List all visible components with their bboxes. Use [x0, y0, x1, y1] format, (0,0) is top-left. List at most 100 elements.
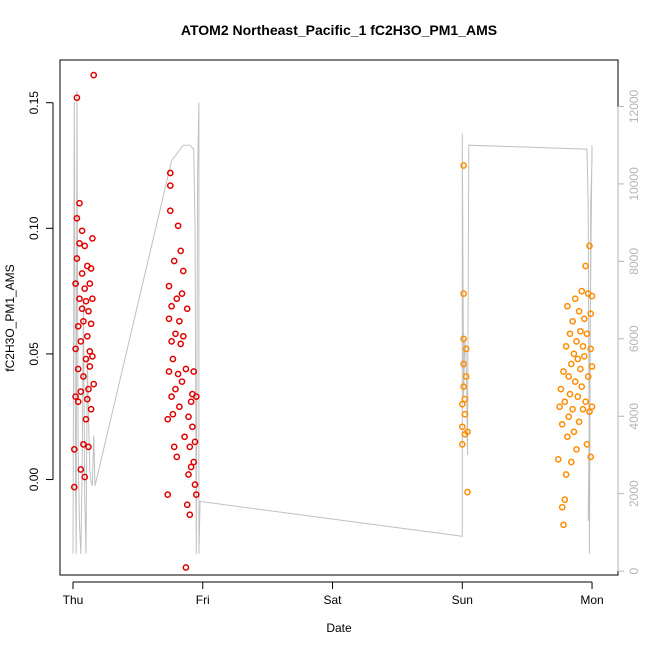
data-point-red — [78, 270, 86, 277]
data-point-red — [176, 403, 183, 411]
data-point-red — [170, 443, 178, 451]
data-point-orange — [587, 453, 595, 461]
data-point-red — [192, 393, 200, 400]
data-point-red — [164, 415, 172, 423]
x-tick-label: Sat — [324, 593, 343, 607]
data-point-red — [169, 355, 177, 363]
data-point-red — [192, 491, 200, 498]
x-tick-label: Thu — [63, 593, 84, 607]
data-point-orange — [565, 413, 573, 421]
altitude-layer — [72, 90, 593, 554]
data-point-red — [185, 471, 192, 478]
data-point-red — [183, 501, 191, 509]
data-point-red — [83, 395, 91, 403]
data-point-orange — [560, 521, 567, 529]
data-point-red — [87, 405, 95, 413]
data-point-red — [82, 297, 90, 305]
data-point-red — [164, 491, 172, 498]
data-point-red — [178, 378, 186, 385]
data-point-orange — [460, 360, 467, 368]
data-point-orange — [571, 378, 579, 385]
y-tick-label: 0.05 — [27, 342, 41, 366]
data-point-orange — [588, 403, 596, 411]
x-tick-label: Sun — [452, 593, 473, 607]
data-point-red — [191, 481, 199, 488]
data-point-orange — [561, 496, 569, 503]
data-point-red — [165, 282, 173, 290]
data-point-orange — [462, 345, 470, 353]
data-point-orange — [558, 420, 566, 428]
data-point-orange — [556, 403, 563, 411]
series-layer — [70, 71, 596, 571]
data-point-red — [174, 222, 182, 230]
y-axis-title: fC2H3O_PM1_AMS — [3, 264, 17, 371]
data-point-red — [73, 255, 81, 262]
data-point-orange — [460, 383, 467, 390]
data-point-orange — [586, 408, 593, 416]
data-point-red — [72, 345, 79, 353]
data-point-orange — [569, 317, 576, 325]
data-point-red — [191, 438, 199, 446]
data-point-red — [89, 353, 96, 360]
plot-frame — [59, 59, 619, 576]
data-point-red — [81, 473, 89, 481]
x-tick-label: Mon — [580, 593, 603, 607]
data-point-red — [85, 443, 92, 451]
data-point-orange — [464, 488, 471, 496]
data-point-red — [70, 446, 78, 453]
data-point-red — [86, 363, 94, 370]
data-point-orange — [566, 390, 574, 398]
y2-tick-label: 6000 — [627, 325, 641, 352]
data-point-red — [182, 365, 190, 373]
data-point-orange — [588, 363, 596, 370]
data-point-red — [165, 315, 173, 323]
data-point-red — [76, 295, 83, 303]
data-point-orange — [587, 310, 595, 318]
data-point-orange — [562, 471, 570, 478]
data-point-orange — [460, 335, 467, 343]
data-point-red — [172, 385, 179, 393]
y-tick-label: 0.00 — [27, 468, 41, 492]
data-point-red — [179, 267, 187, 275]
data-point-orange — [582, 398, 589, 406]
data-point-orange — [458, 400, 466, 408]
data-point-red — [172, 330, 179, 338]
data-point-orange — [569, 405, 576, 413]
data-point-orange — [565, 373, 573, 380]
data-point-red — [77, 338, 85, 345]
data-point-red — [178, 290, 186, 297]
data-point-red — [174, 370, 182, 378]
data-point-red — [81, 242, 89, 250]
data-point-red — [173, 453, 181, 461]
data-point-red — [83, 332, 91, 340]
data-point-red — [185, 413, 192, 421]
data-point-orange — [554, 456, 562, 463]
y2-tick-label: 12000 — [627, 89, 641, 123]
data-point-red — [186, 443, 194, 451]
data-point-orange — [578, 287, 586, 295]
data-point-orange — [586, 242, 593, 250]
data-point-red — [80, 373, 87, 380]
data-point-orange — [460, 162, 467, 169]
data-point-orange — [579, 343, 587, 350]
data-point-orange — [564, 433, 571, 441]
y2-tick-label: 4000 — [627, 403, 641, 430]
data-point-red — [187, 463, 195, 471]
data-point-orange — [574, 393, 582, 400]
y2-tick-label: 10000 — [627, 167, 641, 201]
data-point-red — [186, 511, 194, 519]
y2-axis: 0 2000 4000 6000 8000 10000 12000 — [617, 89, 641, 574]
data-point-red — [89, 235, 96, 242]
data-point-orange — [564, 302, 571, 310]
data-point-red — [78, 227, 86, 235]
data-point-red — [85, 385, 92, 393]
data-point-red — [177, 247, 185, 255]
data-point-red — [74, 365, 82, 373]
data-point-red — [86, 280, 94, 287]
data-point-red — [82, 415, 90, 423]
y-tick-label: 0.15 — [27, 91, 41, 115]
data-point-orange — [584, 373, 592, 380]
data-point-red — [173, 295, 181, 303]
data-point-orange — [562, 343, 570, 350]
y-axis: 0.00 0.05 0.10 0.15 — [27, 91, 54, 492]
